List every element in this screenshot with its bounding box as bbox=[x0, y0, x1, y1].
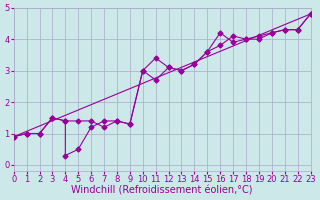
X-axis label: Windchill (Refroidissement éolien,°C): Windchill (Refroidissement éolien,°C) bbox=[71, 186, 253, 196]
